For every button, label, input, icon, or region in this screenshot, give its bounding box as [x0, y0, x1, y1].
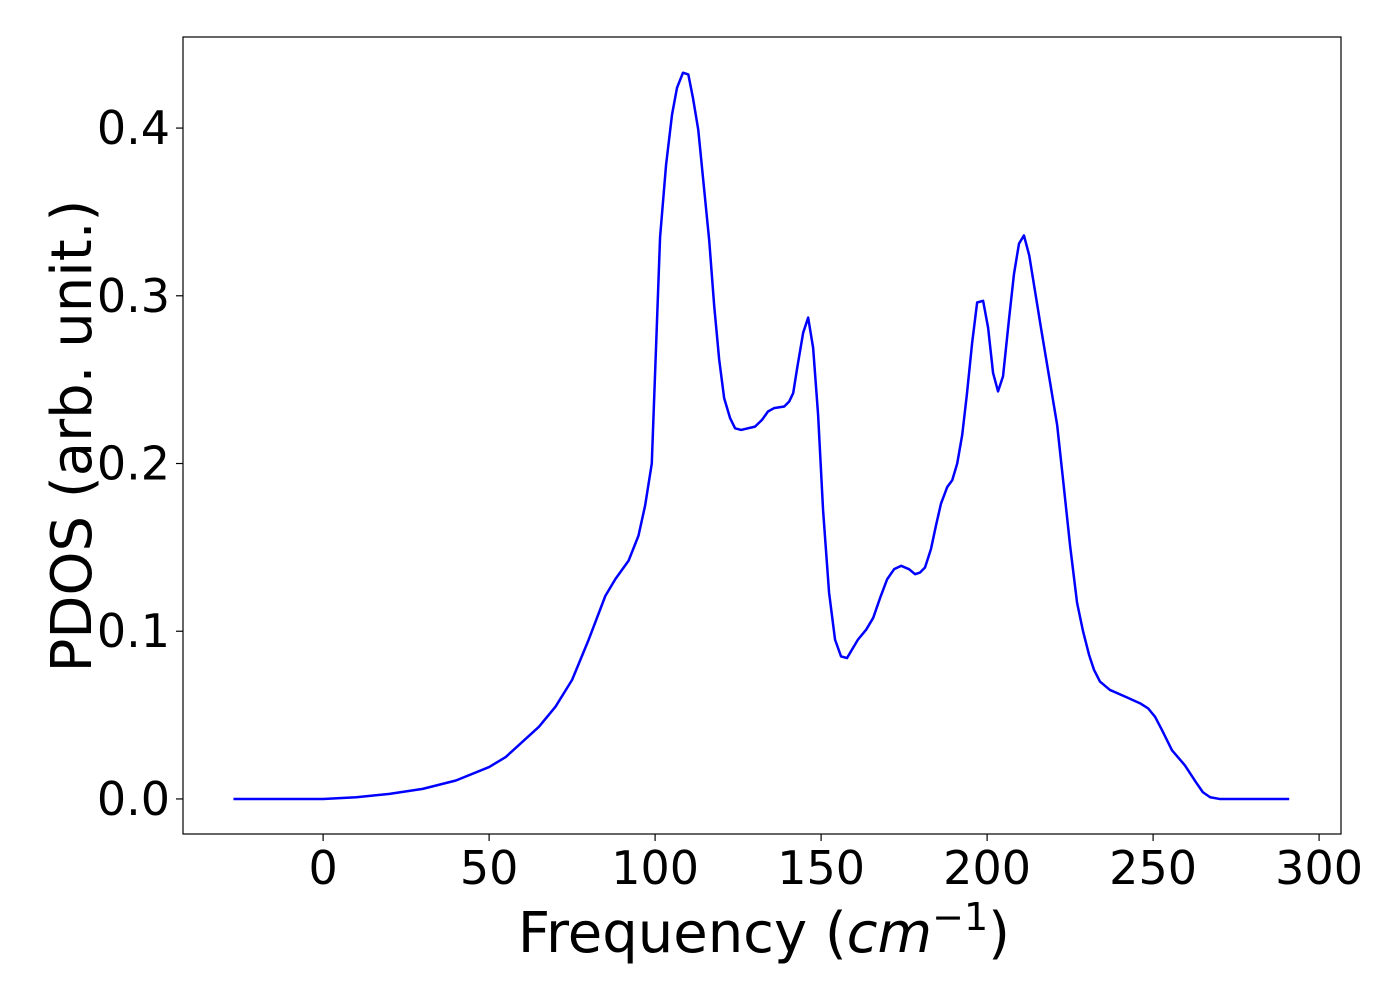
y-axis-label: PDOS (arb. unit.): [40, 200, 105, 673]
x-label-part: −1: [932, 895, 988, 939]
y-tick-label: 0.1: [97, 604, 170, 658]
x-label-part: cm: [847, 901, 932, 966]
x-tick-label: 100: [611, 841, 699, 895]
y-tick-label: 0.2: [97, 437, 170, 491]
x-label-part: ): [988, 901, 1010, 966]
pdos-line: [233, 71, 1290, 801]
y-tick-label: 0.4: [97, 101, 170, 155]
x-axis-label: Frequency (cm−1): [518, 895, 1010, 966]
x-tick-label: 250: [1109, 841, 1197, 895]
x-tick-label: 50: [460, 841, 519, 895]
plot-frame: [182, 36, 1342, 835]
y-tick-label: 0.3: [97, 269, 170, 323]
x-tick-label: 0: [308, 841, 337, 895]
x-tick-label: 150: [777, 841, 865, 895]
x-tick-label: 200: [943, 841, 1031, 895]
y-tick-label: 0.0: [97, 772, 170, 826]
x-tick-label: 300: [1275, 841, 1363, 895]
x-label-part: Frequency (: [518, 901, 847, 966]
